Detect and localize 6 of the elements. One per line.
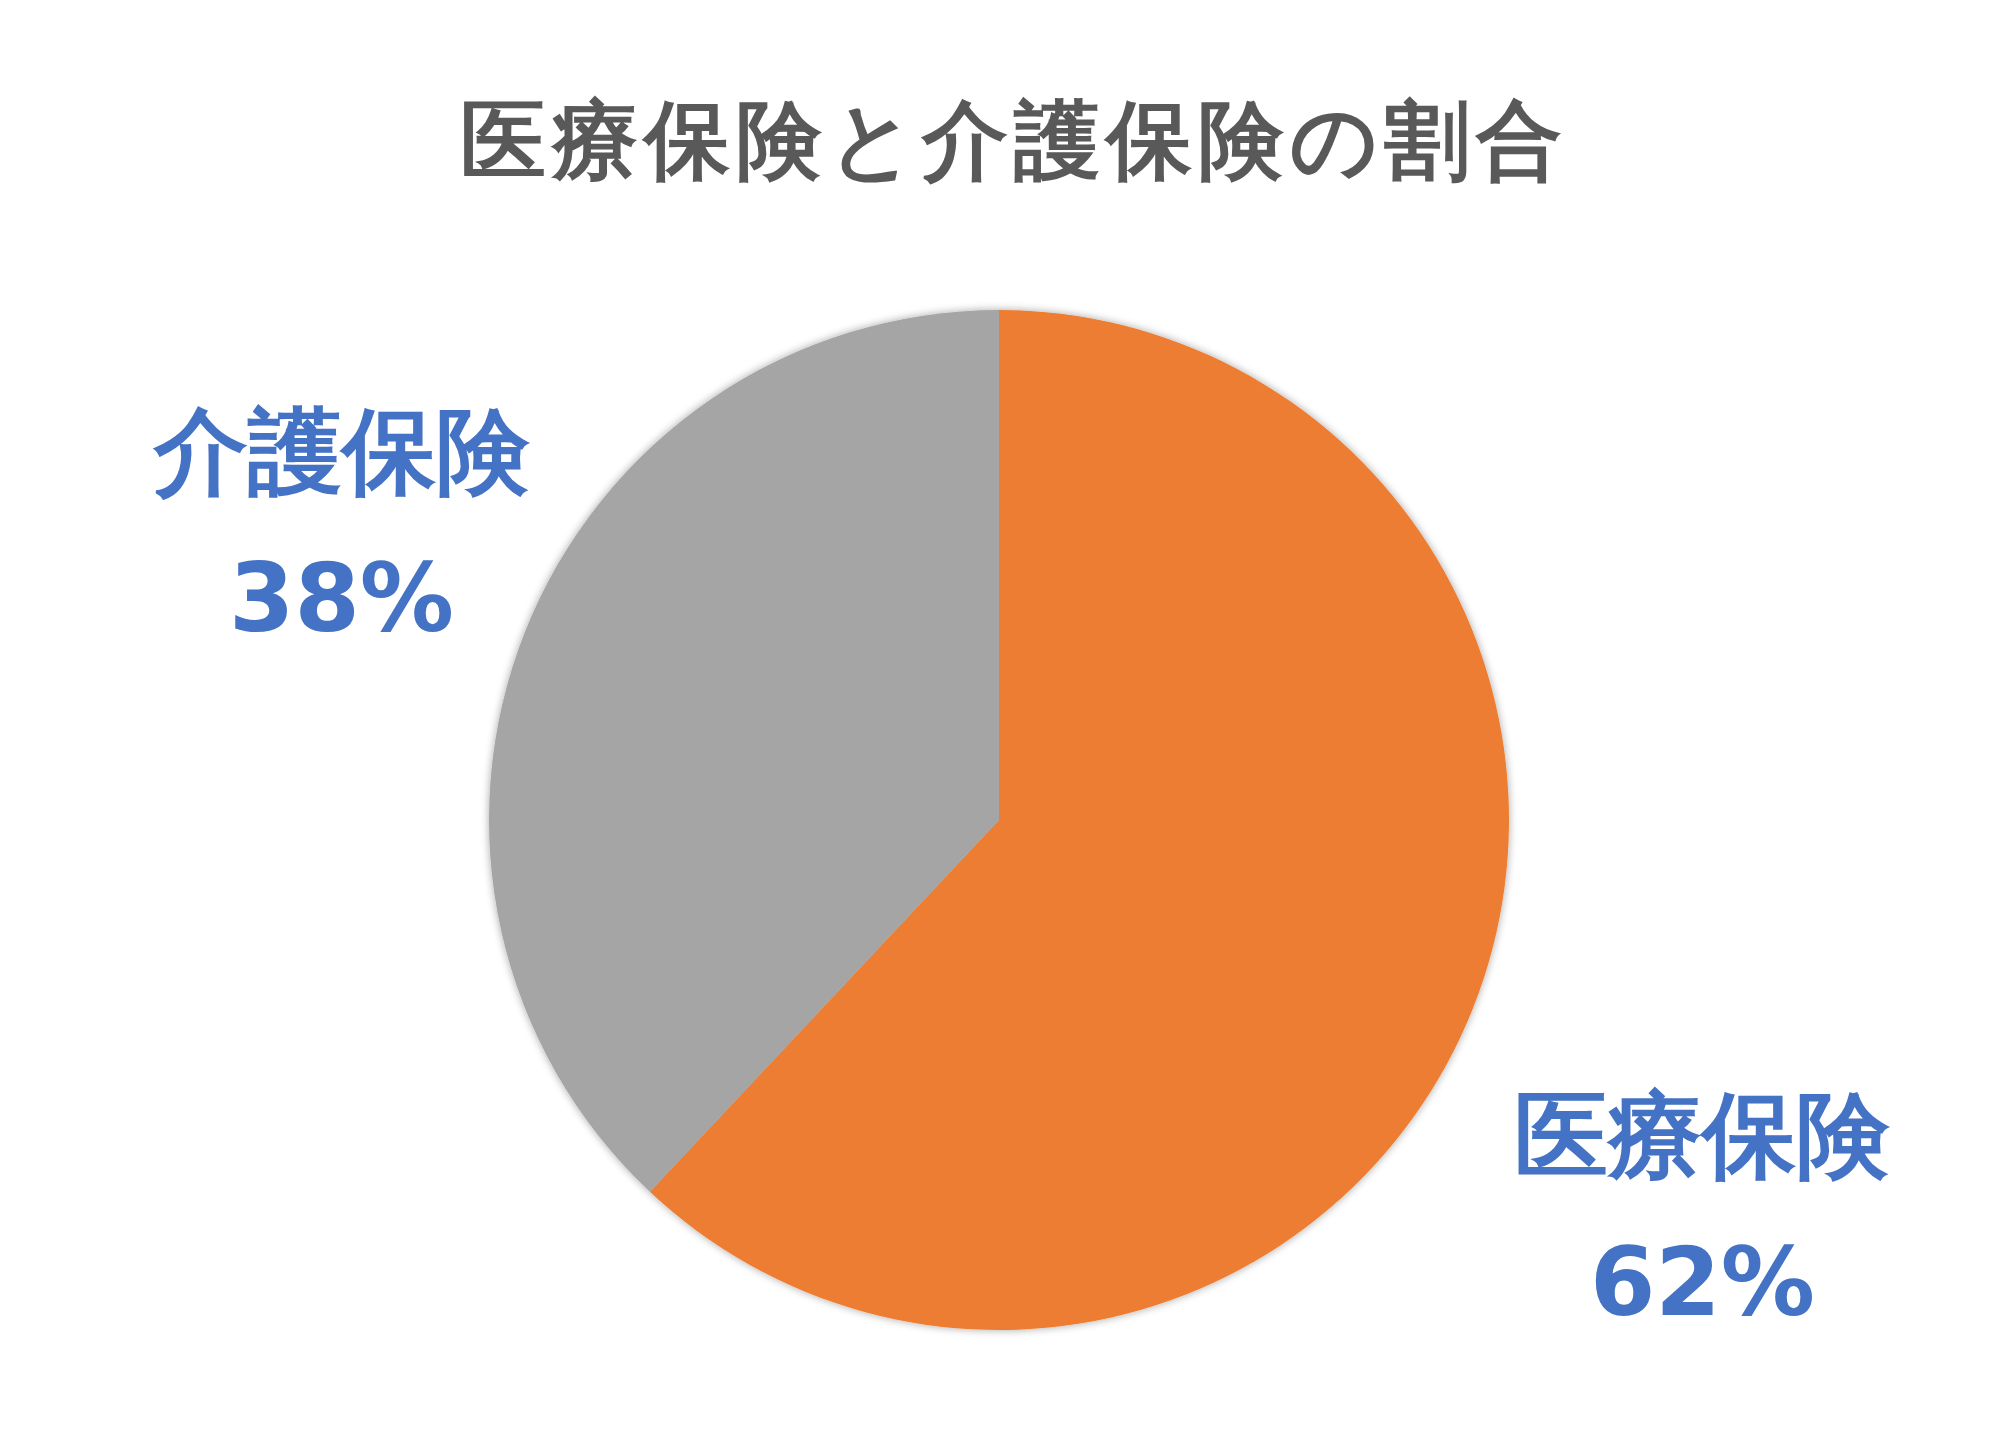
chart-title: 医療保険と介護保険の割合 — [460, 90, 1568, 190]
data-label: 62% — [1589, 1227, 1815, 1337]
slice-label: 医療保険 — [1514, 1080, 1892, 1190]
pie-slice — [649, 310, 1509, 1330]
slice-label: 介護保険 — [151, 397, 531, 507]
data-label: 38% — [229, 544, 455, 654]
